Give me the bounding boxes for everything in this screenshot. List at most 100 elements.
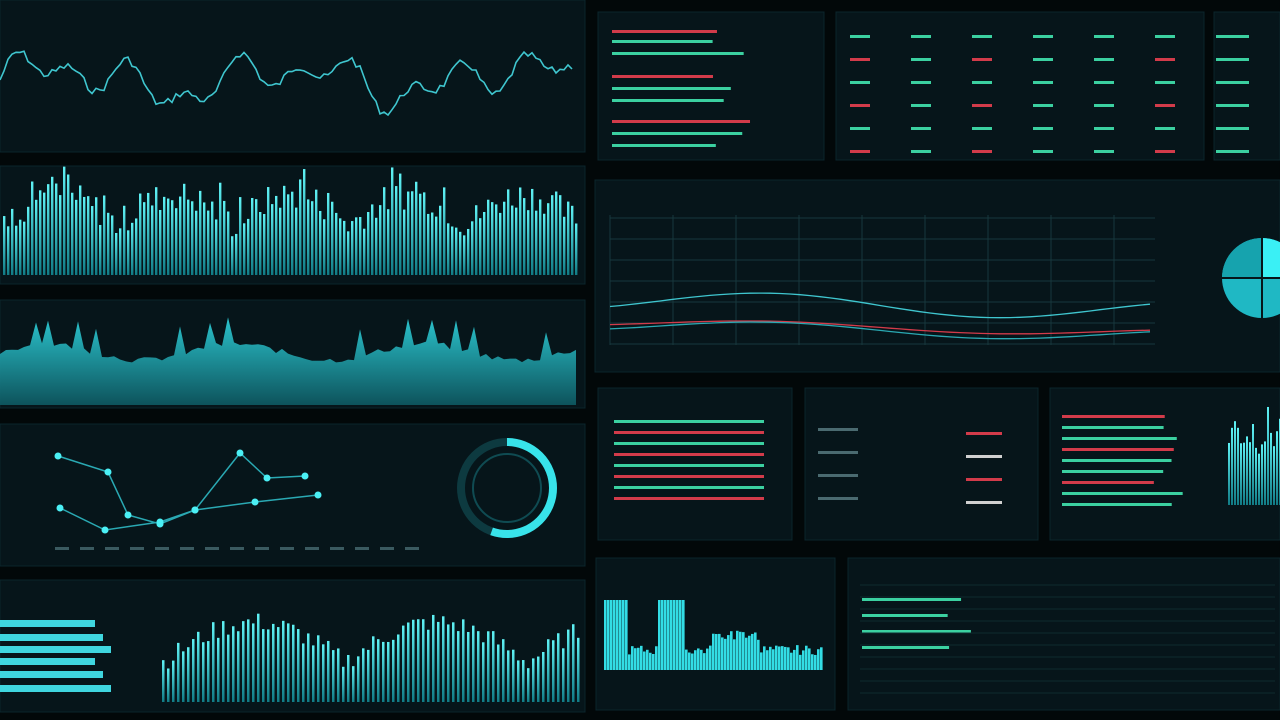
bar [267, 629, 270, 702]
text-smudge [305, 547, 319, 550]
bar [763, 646, 766, 670]
scatter-point [251, 498, 259, 506]
bar [175, 208, 178, 275]
bar [332, 650, 335, 702]
bar [1240, 443, 1242, 505]
bar [483, 211, 486, 275]
bar [231, 236, 234, 275]
text-smudge [614, 464, 764, 467]
scatter-point [191, 506, 199, 514]
bar [27, 206, 30, 275]
bar [222, 621, 225, 702]
text-smudge [614, 431, 764, 434]
bar [147, 192, 150, 275]
bar [387, 209, 390, 275]
bar [455, 227, 458, 275]
bar [315, 189, 318, 275]
text-smudge [911, 35, 931, 38]
bar [207, 641, 210, 702]
text-smudge [614, 475, 764, 478]
bar [577, 637, 580, 702]
bar [351, 221, 354, 275]
scatter-point [101, 526, 109, 534]
bar [1258, 453, 1260, 505]
bar [232, 626, 235, 702]
bar [781, 646, 784, 670]
bar [382, 641, 385, 702]
scatter-point [56, 504, 64, 512]
bar [1228, 442, 1230, 505]
bar [475, 205, 478, 275]
text-smudge [80, 547, 94, 550]
bar [267, 187, 270, 275]
panel [804, 387, 1039, 541]
text-smudge [966, 432, 1002, 435]
bar [372, 636, 375, 702]
bar [412, 619, 415, 702]
text-smudge [612, 75, 713, 78]
bar [287, 194, 290, 275]
bar [335, 212, 338, 275]
bar [772, 649, 775, 670]
text-smudge [972, 58, 992, 61]
bar [507, 189, 510, 275]
bar [277, 627, 280, 702]
bar [679, 600, 682, 670]
bar [235, 233, 238, 275]
text-smudge [1062, 492, 1183, 495]
bar [287, 623, 290, 702]
bar [355, 217, 358, 275]
bar [1276, 431, 1278, 505]
bar [259, 211, 262, 275]
bar [512, 649, 515, 702]
text-smudge [1216, 150, 1236, 153]
text-smudge [1155, 58, 1175, 61]
scatter-point [156, 518, 164, 526]
bar [646, 649, 649, 670]
text-smudge [1094, 104, 1114, 107]
bar [219, 182, 222, 275]
bar [1237, 427, 1239, 505]
panel [594, 179, 1280, 373]
bar [655, 646, 658, 670]
hbar [0, 646, 111, 653]
bar [55, 183, 58, 275]
bar [119, 228, 122, 275]
bar [223, 200, 226, 275]
bar [275, 195, 278, 275]
bar [203, 202, 206, 275]
bar [1264, 441, 1266, 505]
bar [519, 187, 522, 275]
bar [667, 600, 670, 670]
bar [211, 201, 214, 275]
bar [397, 634, 400, 702]
text-smudge [850, 127, 870, 130]
bar [367, 649, 370, 702]
text-smudge [850, 58, 870, 61]
text-smudge [850, 35, 870, 38]
bar [571, 205, 574, 275]
bar [15, 225, 18, 275]
bar [482, 642, 485, 702]
bar [471, 221, 474, 275]
bar [107, 212, 110, 275]
bar [379, 205, 382, 275]
bar [487, 199, 490, 275]
bar [11, 208, 14, 275]
bar [383, 187, 386, 275]
donut-inner [472, 453, 542, 523]
bar [685, 649, 688, 670]
bar [817, 649, 820, 670]
bar [1234, 421, 1236, 505]
bar [688, 652, 691, 670]
bar [754, 632, 757, 670]
bar [367, 212, 370, 275]
bar [395, 186, 398, 275]
bar [182, 651, 185, 702]
text-smudge [1033, 127, 1053, 130]
bar [227, 634, 230, 702]
bar [252, 623, 255, 702]
bar [790, 652, 793, 670]
text-smudge [862, 598, 962, 601]
bar [1270, 432, 1272, 505]
